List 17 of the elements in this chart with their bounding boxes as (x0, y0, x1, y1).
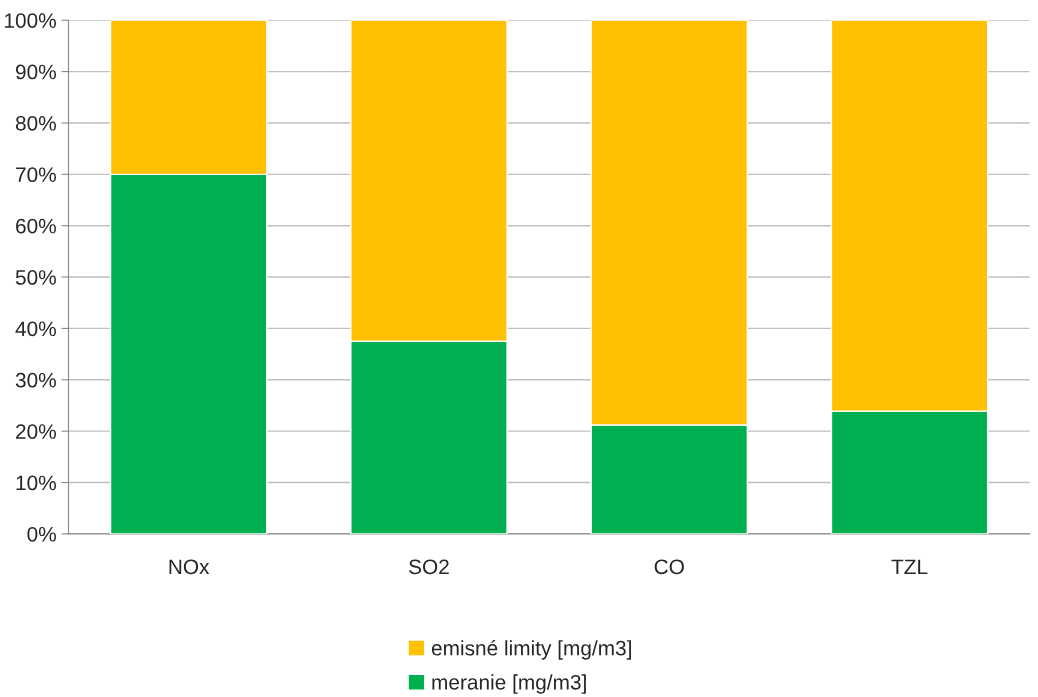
y-tick-label: 20% (16, 424, 56, 439)
y-tick-label: 100% (5, 13, 56, 28)
y-tick-label: 80% (15, 115, 56, 131)
y-tick-label: 30% (15, 372, 56, 388)
y-tick-label: 90% (15, 64, 56, 80)
legend-label: meranie [mg/m3] (432, 674, 586, 694)
legend-label: emisné limity [mg/m3] (431, 639, 631, 660)
y-tick-label: 40% (15, 321, 56, 337)
x-tick-label: TZL (891, 559, 928, 574)
y-tick-label: 70% (16, 167, 56, 183)
x-tick-label: CO (654, 559, 684, 575)
x-tick-label: NOx (169, 559, 210, 575)
y-tick-label: 10% (16, 475, 56, 491)
y-tick-label: 0% (27, 526, 56, 542)
x-tick-label: SO2 (409, 559, 449, 575)
y-tick-label: 50% (15, 270, 56, 285)
y-tick-label: 60% (16, 218, 56, 234)
